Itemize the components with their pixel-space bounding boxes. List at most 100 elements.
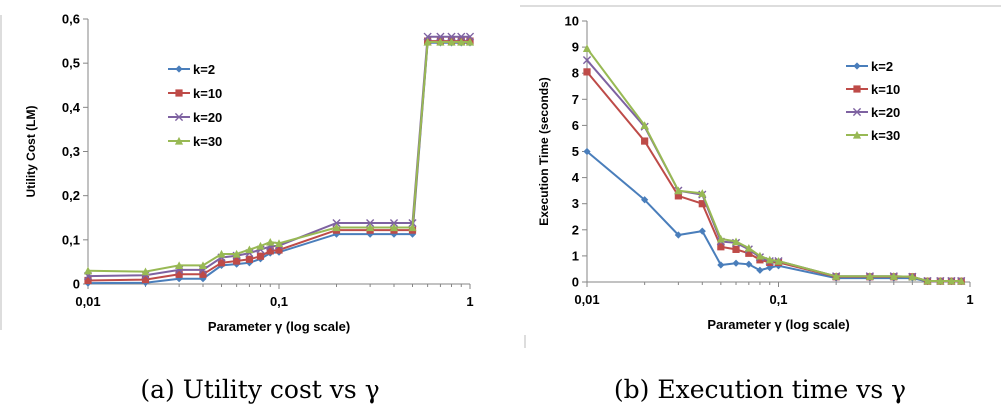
y-tick-label: 4 xyxy=(572,170,580,185)
legend-marker xyxy=(174,136,184,145)
chart-utility-cost: 0 0,1 0,2 0,3 0,4 0,5 0,6 0,01 0,1 1 Parameter γ (… xyxy=(0,12,475,335)
y-tick-label: 10 xyxy=(565,14,579,29)
data-point-k=30 xyxy=(447,37,456,46)
data-point-k=10 xyxy=(745,249,753,257)
data-point-k=10 xyxy=(641,137,649,145)
legend-marker xyxy=(852,130,862,139)
data-point-k=10 xyxy=(84,276,92,285)
data-point-k=2 xyxy=(175,275,183,283)
y-tick-label: 1 xyxy=(572,248,579,263)
chart-execution-time: 0 1 2 3 4 5 6 7 8 9 10 0,01 0,1 1 Parameter γ (log sca… xyxy=(524,14,974,348)
data-point-k=10 xyxy=(175,270,183,278)
legend-marker xyxy=(852,107,862,117)
data-point-k=10 xyxy=(199,270,207,278)
data-point-k=20 xyxy=(582,56,592,65)
data-point-k=30 xyxy=(366,223,375,232)
data-point-k=30 xyxy=(274,239,284,247)
plot-area-utility-cost xyxy=(83,32,475,287)
legend-marker xyxy=(175,89,183,97)
axes-utility-cost: 0 0,1 0,2 0,3 0,4 0,5 0,6 0,01 0,1 1 Parameter γ (… xyxy=(24,12,474,335)
data-point-k=2 xyxy=(698,227,706,235)
y-axis-label: Execution Time (seconds) xyxy=(537,77,551,225)
data-point-k=2 xyxy=(641,196,649,204)
data-point-k=20 xyxy=(423,32,432,41)
data-point-k=10 xyxy=(583,68,591,76)
data-point-k=30 xyxy=(141,267,150,276)
legend-label: k=10 xyxy=(871,82,900,97)
x-axis-label: Parameter γ (log scale) xyxy=(208,319,350,334)
legend-marker-stroke-b xyxy=(174,112,184,122)
data-point-k=20-stroke-b xyxy=(332,218,341,228)
data-point-k=20 xyxy=(457,32,466,41)
legend-label: k=10 xyxy=(193,86,222,101)
y-tick-label: 8 xyxy=(572,66,579,81)
data-point-k=2 xyxy=(717,261,725,269)
series-line-k=30 xyxy=(586,47,962,282)
data-point-k=30 xyxy=(465,37,475,46)
data-point-k=30 xyxy=(923,276,932,285)
data-point-k=30 xyxy=(774,257,783,265)
x-tick-label: 1 xyxy=(966,292,973,307)
y-axis-label: Utility Cost (LM) xyxy=(24,106,38,198)
data-point-k=20 xyxy=(389,218,399,228)
data-point-k=30 xyxy=(640,121,649,129)
data-point-k=30 xyxy=(232,249,241,258)
legend-label: k=2 xyxy=(871,59,893,74)
x-axis-label: Parameter γ (log scale) xyxy=(707,317,849,332)
data-point-k=30 xyxy=(698,189,707,197)
data-point-k=20 xyxy=(436,32,445,41)
data-point-k=30 xyxy=(389,223,399,232)
legend-label: k=2 xyxy=(193,62,215,77)
data-point-k=30 xyxy=(582,44,592,53)
y-tick-label: 3 xyxy=(572,196,579,211)
data-point-k=30 xyxy=(832,272,841,280)
axes-execution-time: 0 1 2 3 4 5 6 7 8 9 10 0,01 0,1 1 Parameter γ (log sca… xyxy=(537,14,974,333)
data-point-k=2 xyxy=(745,260,753,268)
y-tick-label: 7 xyxy=(572,92,579,107)
series-line-k=20 xyxy=(586,59,962,282)
data-point-k=2 xyxy=(674,231,682,239)
data-point-k=20-stroke-b xyxy=(389,218,399,228)
data-point-k=2 xyxy=(199,275,207,283)
data-point-k=30 xyxy=(865,272,874,280)
y-tick-label: 0,1 xyxy=(62,232,80,247)
legend-label: k=30 xyxy=(871,128,900,143)
data-point-k=30 xyxy=(457,37,466,46)
data-point-k=30 xyxy=(765,255,774,264)
y-tick-label: 0 xyxy=(73,277,80,292)
caption-a: (a) Utility cost vs γ xyxy=(140,375,379,404)
data-point-k=30 xyxy=(266,237,275,246)
data-point-k=10 xyxy=(756,256,764,264)
data-point-k=2 xyxy=(366,230,374,238)
data-point-k=30 xyxy=(889,272,898,280)
y-tick-label: 5 xyxy=(572,144,579,159)
legend-marker xyxy=(853,62,861,70)
data-point-k=30 xyxy=(908,272,917,281)
data-point-k=30 xyxy=(256,241,265,250)
legend-marker xyxy=(853,85,861,93)
data-point-k=30 xyxy=(423,37,432,46)
data-point-k=30 xyxy=(731,237,741,246)
caption-b: (b) Execution time vs γ xyxy=(614,375,906,404)
data-point-k=20-stroke-b xyxy=(457,32,466,41)
data-point-k=10 xyxy=(256,252,265,260)
data-point-k=10 xyxy=(732,245,740,253)
data-point-k=20-stroke-b xyxy=(582,56,592,65)
legend-execution-time: k=2 k=10 k=20 k=30 xyxy=(846,59,900,143)
data-point-k=10 xyxy=(233,257,241,265)
data-point-k=10 xyxy=(245,255,254,263)
x-tick-label: 0,1 xyxy=(769,292,787,307)
data-point-k=20-stroke-b xyxy=(447,32,456,41)
data-point-k=30 xyxy=(198,261,208,270)
legend-marker xyxy=(175,65,183,73)
data-point-k=20-stroke-b xyxy=(423,32,432,41)
data-point-k=20-stroke-b xyxy=(436,32,445,41)
y-tick-label: 0,2 xyxy=(62,188,80,203)
data-point-k=10 xyxy=(698,200,706,208)
y-tick-label: 6 xyxy=(572,118,579,133)
data-point-k=30 xyxy=(245,245,254,254)
data-point-k=10 xyxy=(266,247,274,255)
data-point-k=2 xyxy=(583,147,591,156)
data-point-k=10 xyxy=(275,246,283,254)
